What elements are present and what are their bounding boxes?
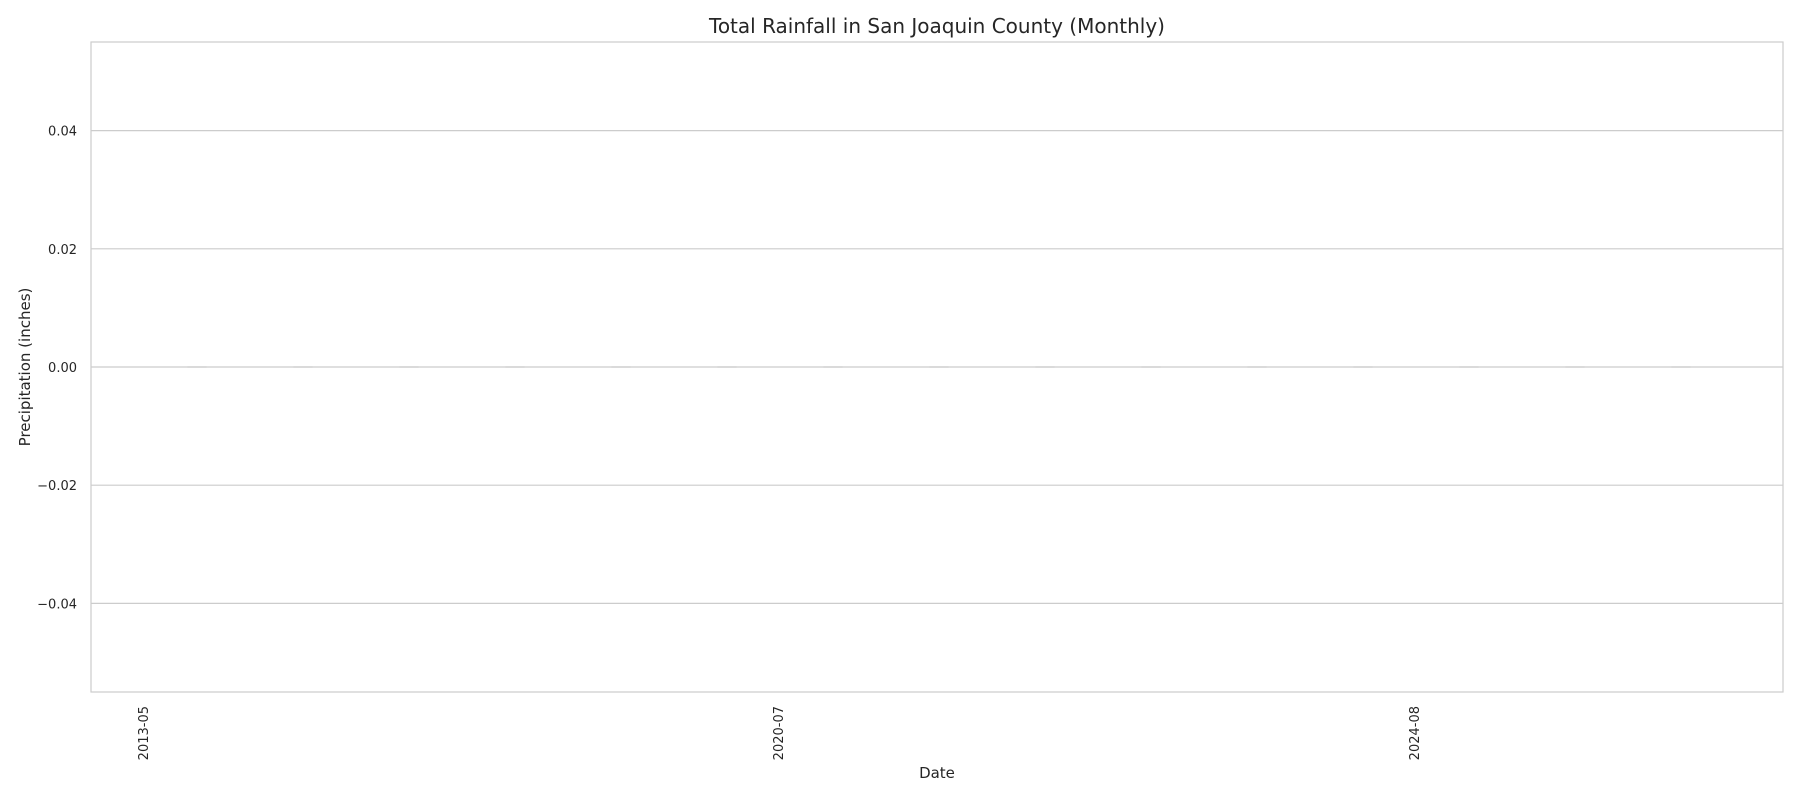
bar: [505, 366, 525, 368]
bar: [1565, 366, 1585, 368]
bar: [611, 366, 631, 368]
x-axis-label: Date: [919, 764, 955, 782]
y-tick-label: −0.02: [37, 479, 77, 494]
bar: [293, 366, 313, 368]
x-tick-label: 2024-08: [1408, 706, 1423, 760]
bar: [1141, 366, 1161, 368]
bar: [399, 366, 419, 368]
bar: [929, 366, 949, 368]
bar: [1035, 366, 1055, 368]
bar: [1671, 366, 1691, 368]
y-tick-labels: −0.04 −0.02 0.00 0.02 0.04: [37, 125, 77, 613]
bar: [1247, 366, 1267, 368]
x-tick-labels: 2013-05 2020-07 2024-08: [137, 706, 1423, 760]
bar: [187, 366, 207, 368]
x-tick-label: 2013-05: [137, 706, 152, 760]
y-axis-label: Precipitation (inches): [16, 288, 34, 447]
y-tick-label: 0.04: [48, 125, 77, 140]
y-tick-label: 0.02: [48, 243, 77, 258]
y-tick-label: 0.00: [48, 361, 77, 376]
bar: [823, 366, 843, 368]
chart-title: Total Rainfall in San Joaquin County (Mo…: [708, 14, 1165, 38]
bar: [1459, 366, 1479, 368]
plot-area-frame: [90, 41, 1784, 693]
x-tick-label: 2020-07: [772, 706, 787, 760]
bar: [1353, 366, 1373, 368]
bars: [187, 366, 1691, 368]
bar: [717, 366, 737, 368]
y-tick-label: −0.04: [37, 597, 77, 612]
